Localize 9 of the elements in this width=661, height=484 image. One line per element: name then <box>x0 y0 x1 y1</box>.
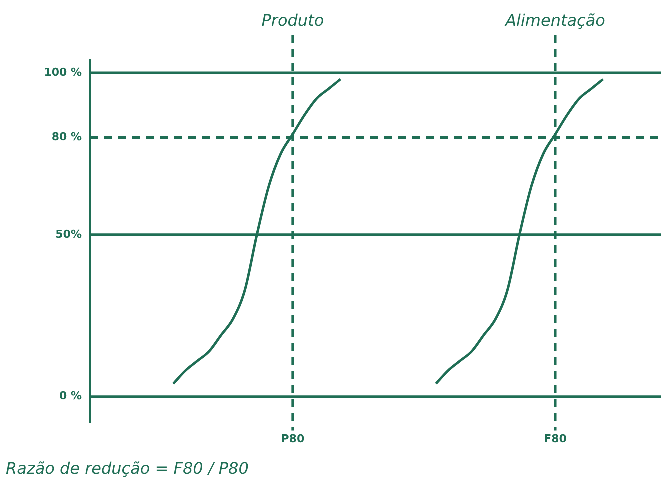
ref-line-label: Produto <box>262 11 324 30</box>
text: Razão de redução = F80 / P80 <box>6 459 249 478</box>
y-tick-label: 0 % <box>59 390 82 403</box>
x-tick-label: P80 <box>281 432 305 446</box>
y-tick-label: 80 % <box>52 130 82 144</box>
y-tick-label: 100 % <box>44 66 82 79</box>
y-tick-label: 50% <box>56 228 82 241</box>
ref-line-label: Alimentação <box>504 11 606 30</box>
x-tick-label: F80 <box>544 432 568 446</box>
